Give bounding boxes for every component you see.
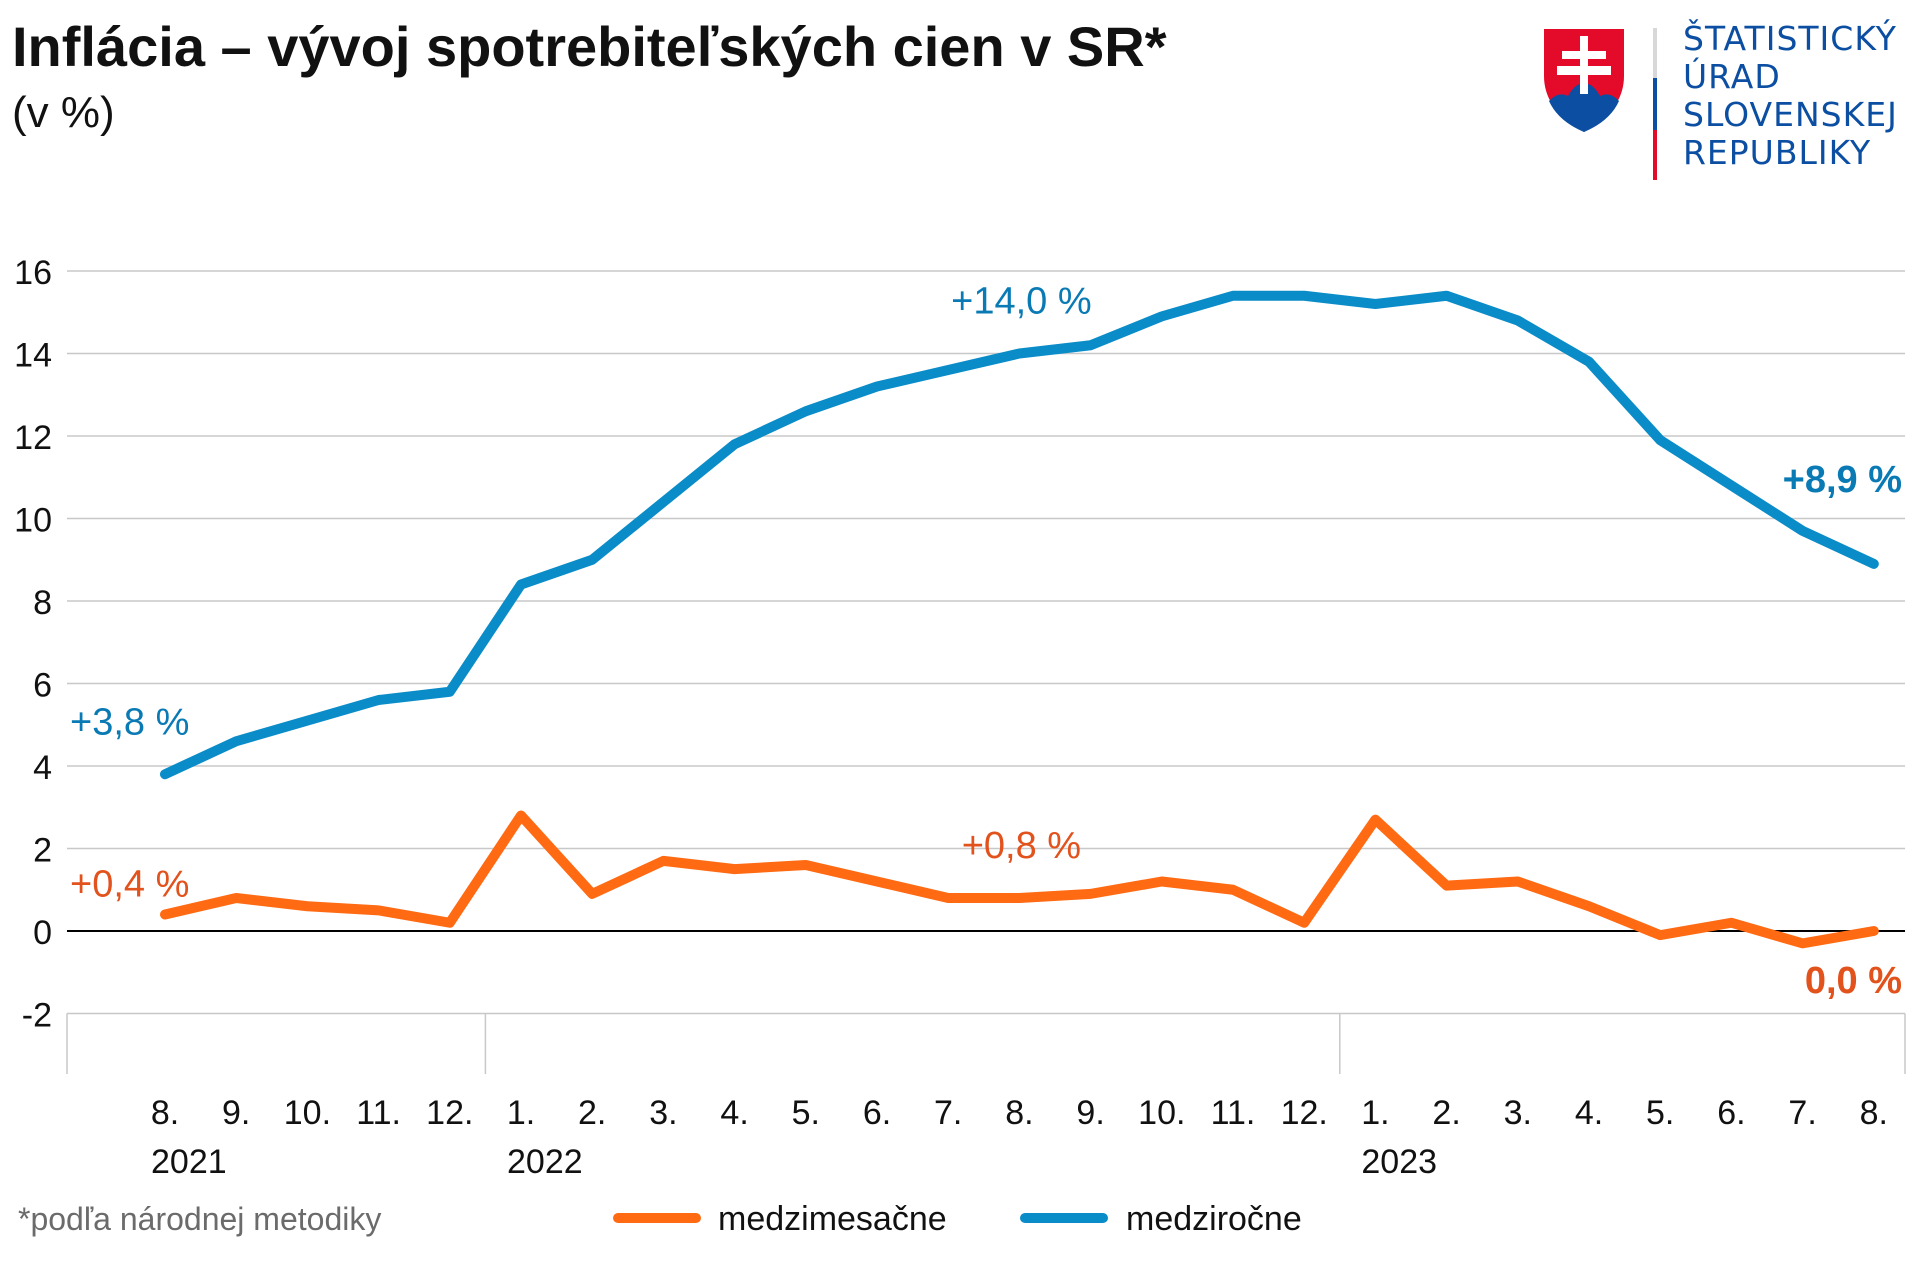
legend: medzimesačne medziročne bbox=[613, 1200, 1302, 1238]
y-tick-label: 10 bbox=[14, 502, 52, 540]
y-tick-label: -2 bbox=[22, 997, 52, 1035]
data-annotation: +3,8 % bbox=[70, 701, 189, 743]
x-tick-label: 3. bbox=[649, 1094, 677, 1132]
y-tick-label: 16 bbox=[14, 254, 52, 292]
x-tick-label: 11. bbox=[356, 1094, 401, 1132]
x-tick-label: 10. bbox=[1138, 1094, 1185, 1132]
x-tick-label: 6. bbox=[1717, 1094, 1745, 1132]
logo-divider bbox=[1653, 28, 1657, 180]
y-tick-label: 6 bbox=[33, 667, 52, 705]
x-tick-label: 12. bbox=[426, 1094, 473, 1132]
footnote: *podľa národnej metodiky bbox=[18, 1201, 381, 1237]
logo-line: SLOVENSKEJ bbox=[1683, 95, 1898, 134]
x-tick-label: 12. bbox=[1281, 1094, 1328, 1132]
logo-line: ŠTATISTICKÝ bbox=[1683, 19, 1897, 58]
x-tick-label: 5. bbox=[792, 1094, 820, 1132]
y-tick-label: 14 bbox=[14, 337, 52, 375]
data-annotation: 0,0 % bbox=[1805, 960, 1902, 1002]
x-tick-label: 4. bbox=[1575, 1094, 1603, 1132]
x-tick-label: 6. bbox=[863, 1094, 891, 1132]
y-tick-label: 8 bbox=[33, 584, 52, 622]
chart-subtitle: (v %) bbox=[12, 88, 115, 137]
logo-line: REPUBLIKY bbox=[1683, 133, 1872, 172]
year-label: 2023 bbox=[1361, 1143, 1437, 1181]
legend-label-medzirocne: medziročne bbox=[1126, 1200, 1302, 1238]
x-tick-label: 8. bbox=[1860, 1094, 1888, 1132]
data-annotation: +0,4 % bbox=[70, 864, 189, 906]
y-tick-label: 2 bbox=[33, 832, 52, 870]
data-annotation: +0,8 % bbox=[962, 825, 1081, 867]
year-label: 2021 bbox=[151, 1143, 227, 1181]
data-annotation: +8,9 % bbox=[1783, 459, 1902, 501]
x-tick-label: 1. bbox=[1361, 1094, 1389, 1132]
x-tick-label: 9. bbox=[222, 1094, 250, 1132]
year-label: 2022 bbox=[507, 1143, 583, 1181]
x-tick-label: 3. bbox=[1504, 1094, 1532, 1132]
x-tick-label: 7. bbox=[934, 1094, 962, 1132]
x-tick-label: 8. bbox=[151, 1094, 179, 1132]
y-tick-label: 0 bbox=[33, 914, 52, 952]
x-tick-label: 10. bbox=[284, 1094, 331, 1132]
x-tick-label: 4. bbox=[720, 1094, 748, 1132]
x-tick-label: 11. bbox=[1211, 1094, 1256, 1132]
logo-line: ÚRAD bbox=[1683, 57, 1781, 96]
x-tick-label: 2. bbox=[578, 1094, 606, 1132]
x-tick-label: 5. bbox=[1646, 1094, 1674, 1132]
data-annotation: +14,0 % bbox=[951, 281, 1092, 323]
y-tick-label: 4 bbox=[33, 749, 52, 787]
logo-text: ŠTATISTICKÝ ÚRAD SLOVENSKEJ REPUBLIKY bbox=[1683, 20, 1898, 172]
y-tick-label: 12 bbox=[14, 419, 52, 457]
x-tick-label: 7. bbox=[1788, 1094, 1816, 1132]
chart-title: Inflácia – vývoj spotrebiteľských cien v… bbox=[12, 15, 1167, 78]
x-tick-label: 2. bbox=[1432, 1094, 1460, 1132]
series-line-medzirocne bbox=[160, 290, 1879, 780]
coat-of-arms-icon bbox=[1544, 29, 1624, 132]
legend-label-medzimesacne: medzimesačne bbox=[718, 1200, 947, 1238]
x-tick-label: 1. bbox=[507, 1094, 535, 1132]
x-tick-label: 9. bbox=[1076, 1094, 1104, 1132]
x-tick-label: 8. bbox=[1005, 1094, 1033, 1132]
